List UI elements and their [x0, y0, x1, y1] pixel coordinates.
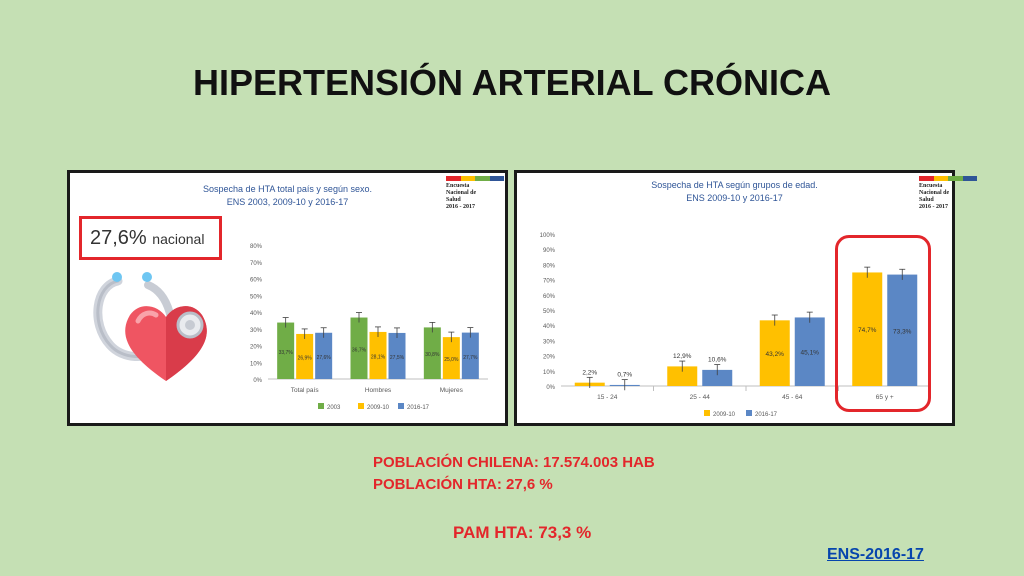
- info-population-chile: POBLACIÓN CHILENA: 17.574.003 HAB: [373, 454, 655, 471]
- data-label: 30,8%: [425, 352, 440, 358]
- y-tick-label: 80%: [250, 244, 263, 250]
- highlight-65-plus: [835, 235, 931, 412]
- legend-label: 2009-10: [713, 412, 736, 418]
- category-label: 65 y +: [876, 394, 894, 401]
- legend-swatch: [318, 403, 324, 409]
- chart-hta-by-sex: 0% 10% 20% 30% 40% 50% 60% 70% 80% 33,7% 26,9% 27,6…: [250, 244, 488, 411]
- legend-label: 2016-17: [407, 405, 430, 411]
- bar: [388, 332, 406, 379]
- y-tick-label: 40%: [250, 311, 263, 317]
- legend-label: 2003: [327, 405, 341, 411]
- data-label: 27,7%: [463, 355, 478, 361]
- chart-title-line2: ENS 2009-10 y 2016-17: [686, 193, 783, 203]
- y-tick-label: 40%: [543, 324, 556, 330]
- y-tick-label: 80%: [543, 263, 556, 269]
- data-label: 25,0%: [444, 357, 459, 363]
- data-label: 36,7%: [352, 347, 367, 353]
- bar: [350, 317, 368, 379]
- bar: [369, 331, 387, 379]
- bar: [461, 332, 479, 379]
- data-label: 26,9%: [298, 355, 313, 361]
- legend-swatch: [398, 403, 404, 409]
- bar: [852, 272, 883, 386]
- chart-panel-age: Sospecha de HTA según grupos de edad. EN…: [514, 170, 977, 426]
- category-label: 45 - 64: [782, 394, 803, 401]
- data-label: 45,1%: [801, 350, 820, 357]
- ens-logo: Encuesta Nacional de Salud 2016 - 2017: [446, 176, 504, 210]
- data-label: 73,3%: [893, 328, 912, 335]
- chart-title-line2: ENS 2003, 2009-10 y 2016-17: [226, 197, 349, 207]
- legend-label: 2009-10: [367, 405, 390, 411]
- data-label: 33,7%: [279, 350, 294, 356]
- legend-swatch: [358, 403, 364, 409]
- y-tick-label: 10%: [250, 361, 263, 367]
- bar: [423, 327, 441, 379]
- category-label: Total país: [291, 387, 320, 394]
- y-tick-label: 0%: [546, 385, 555, 391]
- bar: [442, 337, 460, 379]
- chart-panel-sex: Sospecha de HTA total país y según sexo.…: [67, 170, 508, 426]
- legend-swatch: [746, 410, 752, 416]
- ens-logo-text-4: 2016 - 2017: [446, 204, 475, 210]
- y-tick-label: 60%: [250, 278, 263, 284]
- data-label: 43,2%: [766, 351, 785, 358]
- category-label: 15 - 24: [597, 394, 618, 401]
- y-tick-label: 60%: [543, 294, 556, 300]
- ens-logo-text-3: Salud: [446, 197, 461, 203]
- data-label: 74,7%: [858, 327, 877, 334]
- ens-logo-text-4: 2016 - 2017: [919, 204, 948, 210]
- bar: [277, 322, 295, 379]
- y-tick-label: 10%: [543, 370, 556, 376]
- bar: [794, 317, 825, 386]
- y-tick-label: 20%: [543, 355, 556, 361]
- y-tick-label: 50%: [250, 294, 263, 300]
- data-label: 0,7%: [617, 372, 632, 379]
- source-link[interactable]: ENS-2016-17: [827, 546, 924, 563]
- ens-logo-bars: [446, 176, 504, 181]
- data-label: 10,6%: [708, 357, 727, 364]
- y-tick-label: 90%: [543, 248, 556, 254]
- bar: [667, 366, 698, 386]
- y-tick-label: 0%: [253, 378, 262, 384]
- ens-logo-text-2: Nacional de: [446, 190, 477, 196]
- data-label: 27,6%: [317, 355, 332, 361]
- bar: [702, 369, 733, 386]
- y-tick-label: 30%: [543, 339, 556, 345]
- national-label: nacional: [152, 231, 205, 247]
- category-label: 25 - 44: [690, 394, 711, 401]
- chart-title-line1: Sospecha de HTA según grupos de edad.: [651, 180, 818, 190]
- ens-logo-text-3: Salud: [919, 197, 934, 203]
- bar: [759, 320, 790, 386]
- data-label: 27,5%: [390, 355, 405, 361]
- ens-logo-text-1: Encuesta: [919, 183, 943, 189]
- ens-logo-text-1: Encuesta: [446, 183, 470, 189]
- ens-logo-text-2: Nacional de: [919, 190, 950, 196]
- data-label: 28,1%: [371, 354, 386, 360]
- national-prevalence-box: 27,6% nacional: [79, 216, 222, 260]
- bar: [296, 333, 314, 379]
- y-tick-label: 70%: [250, 261, 263, 267]
- legend-swatch: [704, 410, 710, 416]
- ens-logo: Encuesta Nacional de Salud 2016 - 2017: [919, 176, 977, 210]
- ens-logo-bars: [919, 176, 977, 181]
- national-value: 27,6%: [90, 227, 147, 249]
- legend-label: 2016-17: [755, 412, 778, 418]
- chart-title-line1: Sospecha de HTA total país y según sexo.: [203, 184, 372, 194]
- y-tick-label: 100%: [540, 233, 556, 239]
- slide-title: HIPERTENSIÓN ARTERIAL CRÓNICA: [192, 62, 832, 103]
- info-pam-hta: PAM HTA: 73,3 %: [453, 523, 592, 542]
- data-label: 2,2%: [582, 369, 597, 376]
- info-population-hta: POBLACIÓN HTA: 27,6 %: [373, 476, 553, 493]
- y-tick-label: 30%: [250, 328, 263, 334]
- heart-stethoscope-icon: [93, 272, 207, 381]
- y-tick-label: 50%: [543, 309, 556, 315]
- bar: [887, 274, 918, 386]
- y-tick-label: 20%: [250, 345, 263, 351]
- data-label: 12,9%: [673, 353, 692, 360]
- category-label: Hombres: [365, 387, 392, 394]
- y-tick-label: 70%: [543, 279, 556, 285]
- bar: [315, 332, 333, 379]
- category-label: Mujeres: [440, 387, 464, 394]
- chart-hta-by-age: 0% 10% 20% 30% 40% 50% 60% 70% 80% 90% 100% 2,2% 0,7…: [540, 233, 931, 418]
